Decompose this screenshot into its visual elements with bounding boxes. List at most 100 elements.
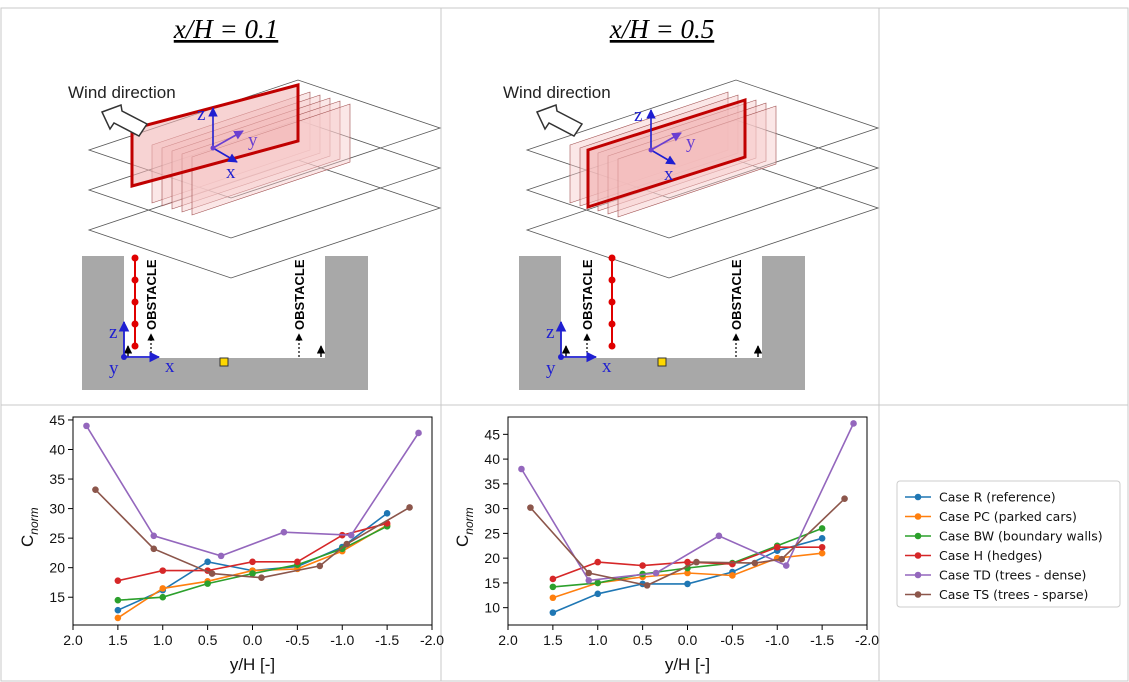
data-point [594,558,602,566]
data-point [818,535,826,542]
data-point [527,504,534,511]
data-point [549,594,557,602]
data-point [782,562,790,569]
data-point [406,504,413,511]
panel-1-wind-arrow-icon [100,103,149,137]
data-point [643,582,651,589]
data-point [684,580,691,588]
x-tick-label: -1.0 [765,632,789,648]
data-point [249,558,256,566]
data-point [549,583,557,591]
panel-1-obstacle-left-label: OBSTACLE [144,259,159,330]
data-point [652,569,660,577]
plot-frame [507,416,868,626]
panel-1-obstacle-right-label: OBSTACLE [292,259,307,330]
legend-label: Case PC (parked cars) [939,509,1077,524]
legend-label: Case R (reference) [939,490,1056,505]
legend-label: Case H (hedges) [939,548,1042,563]
data-point [217,552,225,560]
panel-1-title: x/H = 0.1 [173,14,278,44]
data-point [204,558,211,566]
panel-1-section-y-label: y [109,358,119,379]
panel-1-obstacle-markers: OBSTACLE OBSTACLE [123,259,326,357]
data-point [684,558,691,566]
table-grid [0,7,1129,682]
data-point [818,549,826,557]
y-tick-label: 30 [49,501,65,517]
y-axis-label-sub: norm [27,507,41,534]
data-point [92,486,99,493]
data-point [850,420,857,427]
data-point [639,562,646,569]
y-axis-label-sub: norm [462,507,476,534]
y-tick-label: 20 [484,550,500,566]
panel-1-diagram: x/H = 0.1 Wind direction z y x [68,14,442,390]
data-point [114,577,122,584]
x-tick-label: -2.0 [420,632,444,648]
y-tick-label: 35 [49,471,65,487]
y-axis-label-main: C [18,535,37,547]
data-point [549,575,557,583]
legend-marker [914,493,922,501]
panel-2-section-axes: z y x [546,320,612,379]
data-point [294,558,301,566]
data-point [751,559,759,567]
panel-1-iso-axes: z y x [197,104,258,183]
y-axis-label-main: C [453,535,472,547]
data-point [83,422,90,430]
data-point [549,609,557,616]
data-point [150,545,158,553]
data-point [208,570,216,577]
data-point [818,525,826,532]
x-tick-label: 2.0 [498,632,518,648]
data-point [114,614,122,622]
data-point [114,596,122,604]
panel-2-obstacle-markers: OBSTACLE OBSTACLE [561,259,763,357]
x-tick-label: 1.0 [153,632,173,648]
x-tick-label: 0.0 [243,632,263,648]
panel-2-iso-x-label: x [664,164,674,185]
data-point [159,585,167,592]
panel-1-section-axes: z y x [109,320,175,379]
data-point [316,562,324,570]
y-tick-label: 25 [49,530,65,546]
data-point [841,495,848,503]
y-tick-label: 35 [484,476,500,492]
x-tick-label: 1.0 [588,632,608,648]
legend-label: Case TD (trees - dense) [939,568,1086,583]
x-tick-label: 0.5 [633,632,653,648]
y-tick-label: 40 [484,451,500,467]
legend-marker [914,591,922,598]
data-point [258,574,265,582]
panel-2-wind-label: Wind direction [503,83,611,102]
data-point [249,570,256,577]
series-line [85,425,420,557]
panel-1-iso-z-label: z [197,104,205,125]
data-point [778,555,786,563]
panel-1-probe-line [131,254,139,350]
data-point [773,543,781,551]
series-line [520,423,855,582]
panel-2-diagram: x/H = 0.5 Wind direction z y x [503,14,880,390]
x-tick-label: 2.0 [63,632,83,648]
x-tick-label: 1.5 [108,632,128,648]
x-tick-label: 1.5 [543,632,563,648]
panel-1-section-x-label: x [165,356,175,377]
y-tick-label: 20 [49,560,65,576]
y-axis-label: Cnorm [453,507,476,547]
data-point [280,528,288,536]
data-point [415,429,422,437]
data-point [684,569,691,577]
chart-2: 2.0 1.5 1.0 0.5 0.0 -0.5 -1.0 -1.5 -2.0 10 15 20 25 3… [453,416,879,674]
legend-label: Case BW (boundary walls) [939,529,1103,544]
panel-2-section-x-label: x [602,356,612,377]
panel-2-section-y-label: y [546,358,556,379]
data-point [729,572,736,579]
legend-label: Case TS (trees - sparse) [939,587,1088,602]
data-point [343,540,351,548]
data-point [818,543,826,551]
data-point [715,532,723,540]
y-tick-label: 45 [49,412,65,428]
panel-1-iso-y-label: y [248,130,258,151]
data-point [347,531,355,539]
